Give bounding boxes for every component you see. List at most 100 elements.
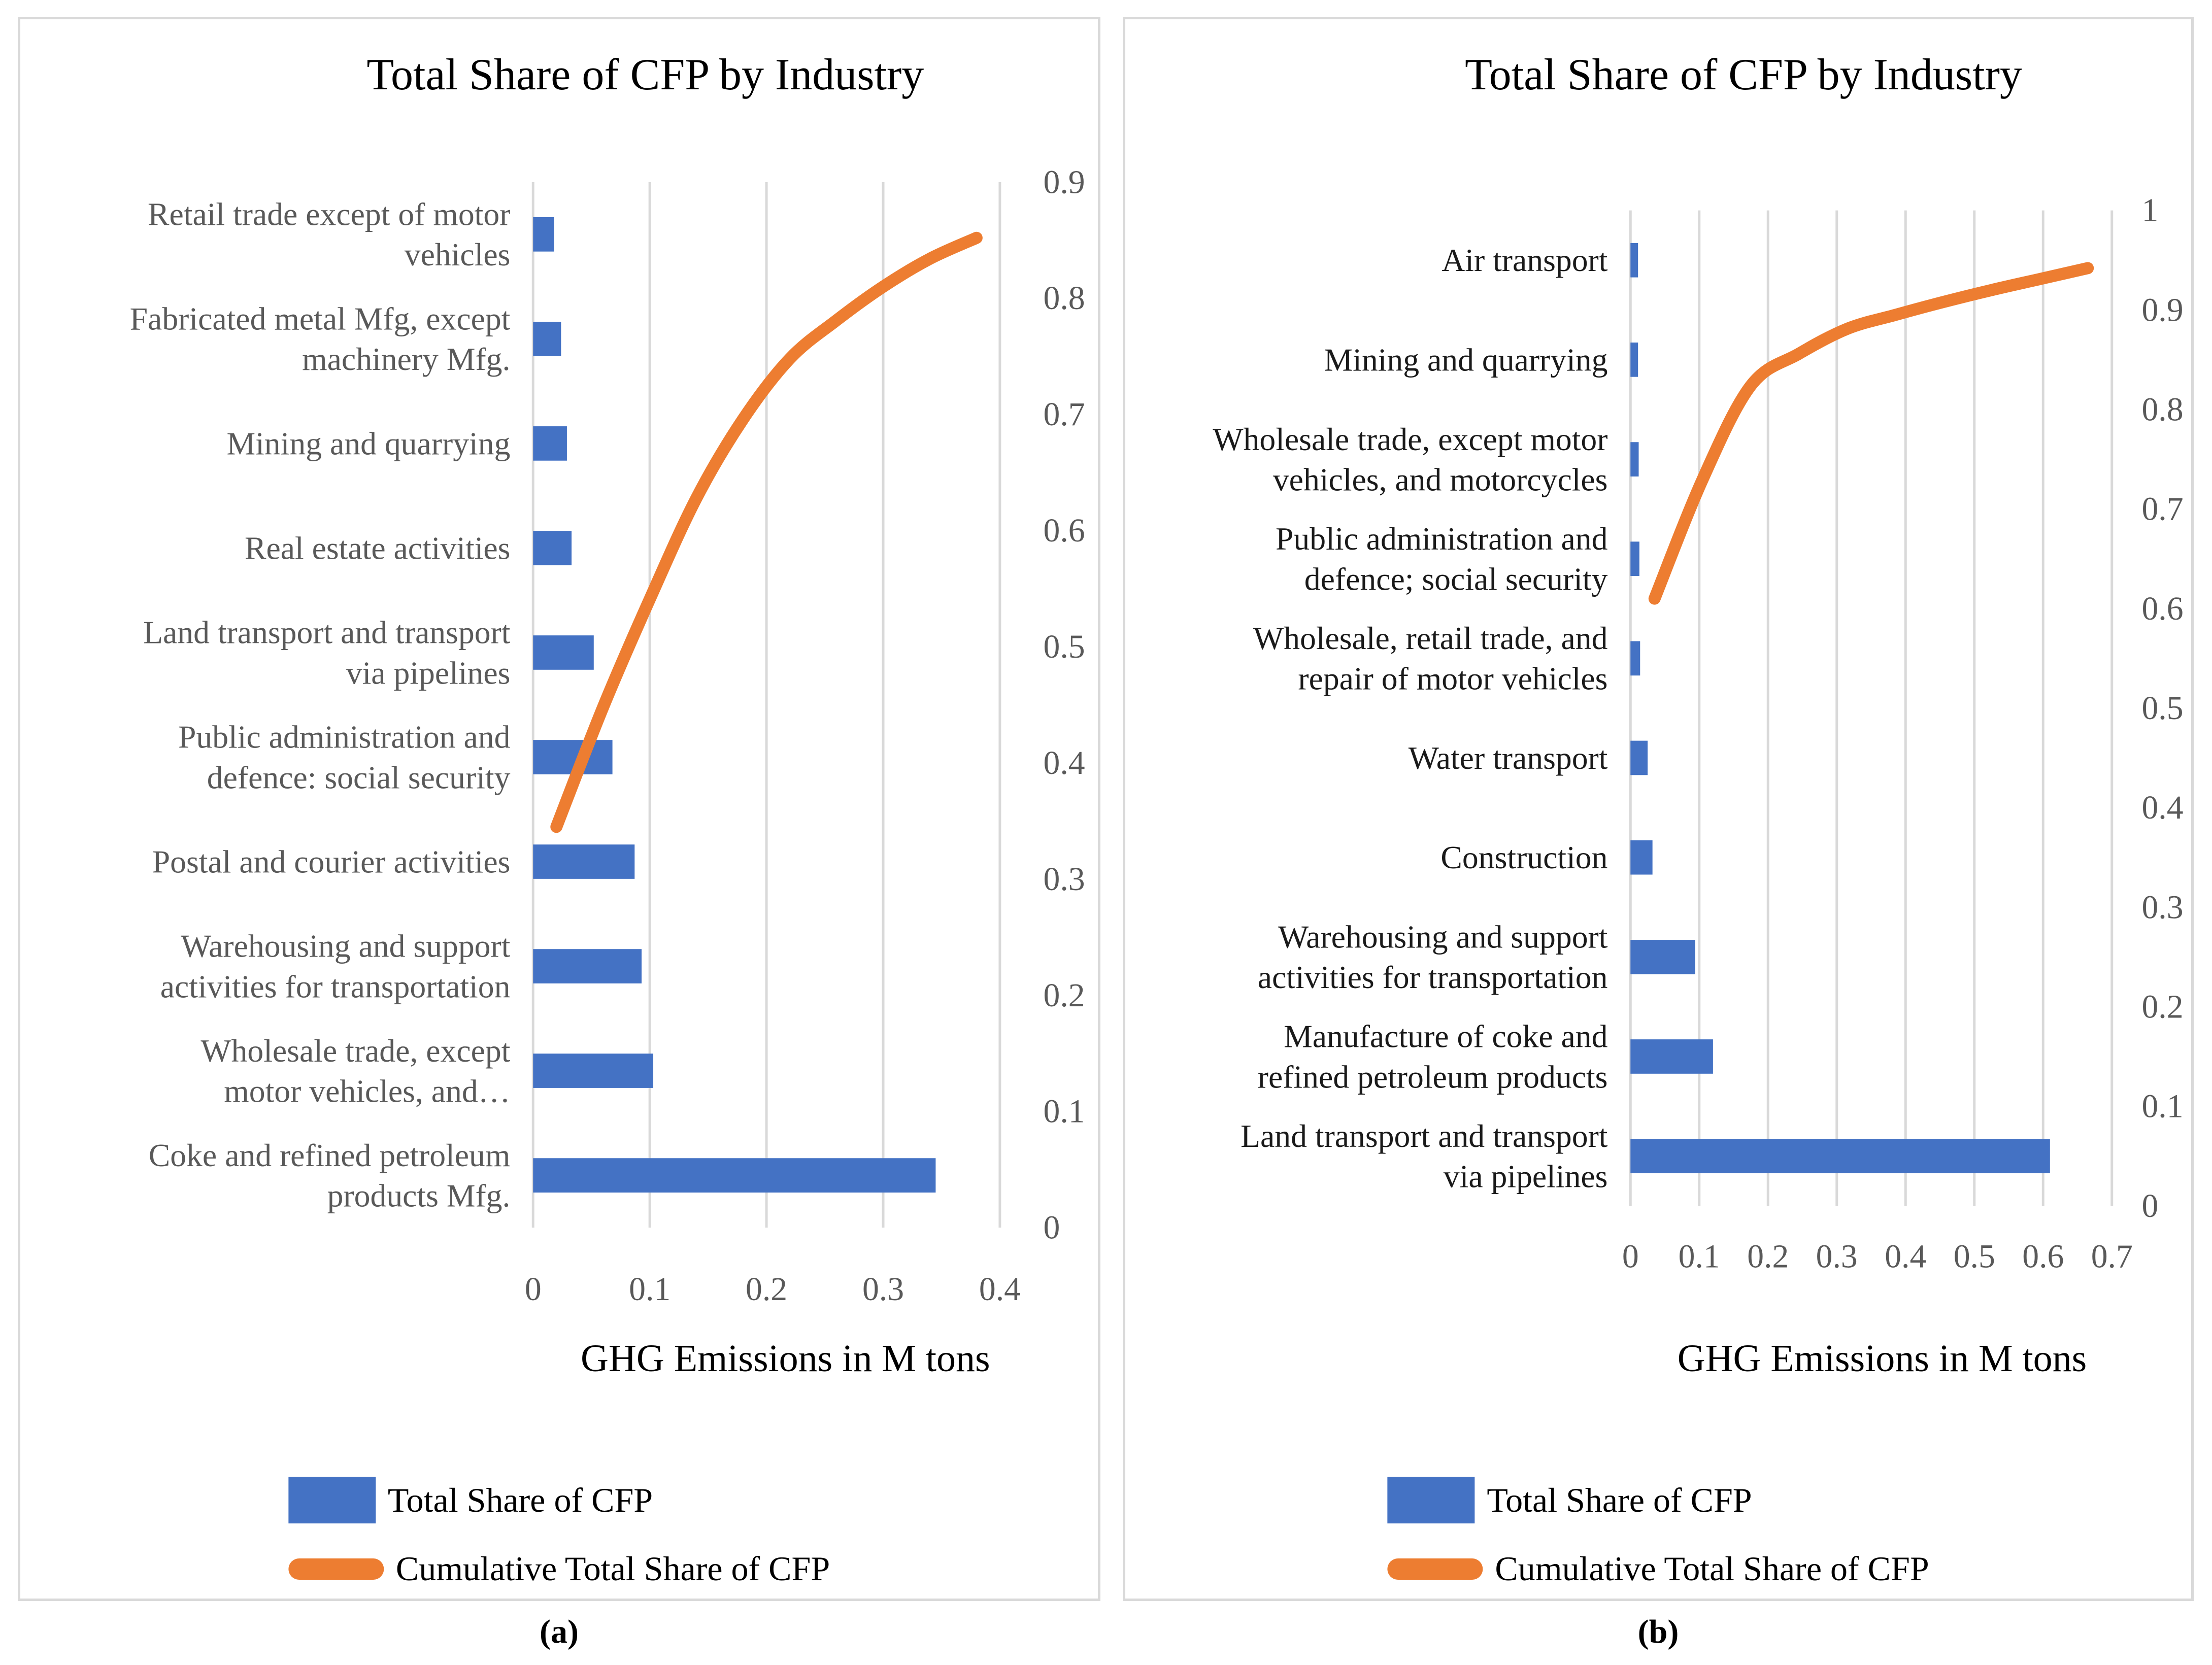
secondary-axis-tick-label: 0.1 [1044,1093,1085,1130]
bar [1630,641,1640,676]
secondary-axis-tick-label: 0 [2141,1187,2158,1225]
x-tick-label: 0.2 [1747,1238,1789,1275]
bar-series-swatch [1387,1477,1475,1523]
category-label: Mining and quarrying [1324,342,1608,378]
secondary-axis-tick-label: 0.3 [1044,861,1085,898]
category-label: Construction [1440,839,1607,875]
legend-item-bars: Total Share of CFP [1387,1477,1929,1523]
bar [533,322,561,356]
bar [1630,940,1695,974]
bar [533,426,567,461]
category-label: Fabricated metal Mfg, except machinery Mf… [130,301,511,378]
category-label: Public administration and defence: social… [178,719,511,796]
secondary-axis-tick-label: 0.2 [2141,988,2183,1025]
category-label: Warehousing and support activities for tr… [1258,919,1608,996]
chart-panel-a: Total Share of CFP by Industry Retail tr… [18,17,1100,1601]
category-label: Wholesale trade, except motor vehicles, a… [200,1033,510,1109]
chart-title: Total Share of CFP by Industry [366,50,924,99]
category-label: Wholesale trade, except motor vehicles, a… [1213,421,1607,498]
x-axis-title: GHG Emissions in M tons [581,1337,990,1380]
category-label: Postal and courier activities [152,844,511,880]
bar [533,531,572,565]
category-label: Coke and refined petroleum products Mfg. [149,1137,511,1214]
legend-label: Cumulative Total Share of CFP [395,1549,830,1588]
subfigure-caption-a: (a) [540,1613,579,1650]
x-tick-label: 0.4 [979,1271,1021,1308]
category-label: Public administration and defence; social… [1276,521,1608,597]
bar [1630,1139,2050,1173]
category-label: Retail trade except of motor vehicles [148,196,510,273]
bar [533,844,635,879]
bar [533,217,554,252]
legend-item-line: Cumulative Total Share of CFP [288,1549,830,1589]
secondary-axis-tick-label: 0.5 [1044,628,1085,665]
cumulative-line [550,231,983,833]
x-tick-label: 0.3 [1816,1238,1858,1275]
secondary-axis-tick-label: 1 [2141,192,2158,229]
secondary-axis-tick-label: 0.9 [2141,291,2183,328]
x-tick-label: 0.7 [2091,1238,2133,1275]
secondary-axis-tick-label: 0.3 [2141,889,2183,926]
legend: Total Share of CFP Cumulative Total Shar… [1387,1477,1929,1589]
x-axis-title: GHG Emissions in M tons [1677,1337,2087,1380]
secondary-axis-tick-label: 0.8 [1044,280,1085,317]
pareto-chart-b: Air transport Mining and quarrying Wholesa… [1213,192,2183,1275]
bar [1630,442,1639,477]
secondary-axis-tick-label: 0.5 [2141,690,2183,727]
legend-label: Total Share of CFP [1487,1480,1752,1519]
x-tick-label: 0 [1622,1238,1639,1275]
secondary-axis-tick-label: 0.4 [1044,744,1085,781]
x-tick-label: 0.2 [746,1271,787,1308]
category-label: Wholesale, retail trade, and repair of mo… [1253,620,1608,697]
bar [533,1054,654,1088]
category-label: Warehousing and support activities for tr… [160,928,511,1005]
legend-item-bars: Total Share of CFP [288,1477,830,1523]
line-series-swatch [1387,1558,1483,1580]
category-label: Land transport and transport via pipeline… [143,615,511,691]
secondary-axis-tick-label: 0.4 [2141,789,2183,826]
category-label: Water transport [1409,740,1608,776]
secondary-axis-tick-label: 0.8 [2141,391,2183,428]
x-tick-label: 0 [525,1271,542,1308]
secondary-axis-tick-label: 0.2 [1044,977,1085,1014]
legend-item-line: Cumulative Total Share of CFP [1387,1549,1929,1589]
category-label: Air transport [1442,242,1608,278]
bar [533,1158,936,1193]
bar [1630,740,1648,775]
bar [1630,342,1638,377]
cumulative-line [1648,262,2094,605]
chart-panel-b: Total Share of CFP by Industry Air trans… [1123,17,2194,1601]
x-tick-label: 0.1 [1679,1238,1720,1275]
secondary-axis-tick-label: 0.1 [2141,1088,2183,1125]
x-tick-label: 0.6 [2022,1238,2064,1275]
legend: Total Share of CFP Cumulative Total Shar… [288,1477,830,1589]
category-label: Manufacture of coke and refined petroleum… [1258,1018,1608,1095]
secondary-axis-tick-label: 0.9 [1044,163,1085,200]
x-tick-label: 0.4 [1885,1238,1926,1275]
secondary-axis-tick-label: 0.7 [1044,396,1085,433]
subfigure-caption-b: (b) [1637,1613,1679,1650]
bar-series-swatch [288,1477,376,1523]
pareto-chart-a: Retail trade except of motor vehicles Fabr… [130,163,1085,1308]
bar [1630,1039,1713,1074]
bar [533,949,642,983]
category-label: Land transport and transport via pipeline… [1241,1118,1608,1195]
secondary-axis-tick-label: 0.6 [2141,590,2183,627]
x-tick-label: 0.5 [1954,1238,1995,1275]
bar [533,635,594,670]
bar [1630,243,1638,278]
line-series-swatch [288,1558,384,1580]
category-label: Mining and quarrying [226,425,510,461]
legend-label: Total Share of CFP [387,1480,653,1519]
legend-label: Cumulative Total Share of CFP [1495,1549,1929,1588]
category-label: Real estate activities [245,530,510,566]
bar [1630,840,1653,875]
x-tick-label: 0.3 [862,1271,904,1308]
chart-title: Total Share of CFP by Industry [1465,50,2022,99]
secondary-axis-tick-label: 0 [1044,1209,1060,1246]
x-tick-label: 0.1 [629,1271,671,1308]
bar [1630,541,1639,576]
secondary-axis-tick-label: 0.6 [1044,512,1085,549]
secondary-axis-tick-label: 0.7 [2141,491,2183,528]
